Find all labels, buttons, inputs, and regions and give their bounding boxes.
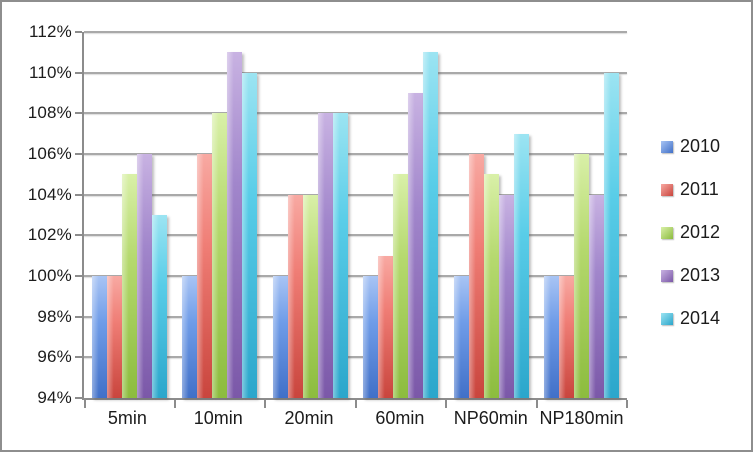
bar-groups	[84, 32, 627, 398]
legend-swatch-2010	[661, 140, 673, 153]
y-axis-tick	[75, 275, 82, 277]
bar-2013-5min	[136, 154, 152, 398]
bar-2010-NP180min	[544, 276, 560, 398]
bar-2011-60min	[378, 255, 394, 398]
bar-2010-10min	[182, 276, 198, 398]
bar-2014-10min	[242, 72, 258, 398]
y-axis-tick	[75, 315, 82, 318]
bar-group-NP60min	[446, 32, 537, 398]
gridline	[84, 31, 627, 33]
legend-label-2012: 2012	[680, 222, 721, 242]
bar-2014-5min	[151, 215, 167, 398]
bar-2012-NP60min	[483, 174, 499, 398]
y-axis-labels: 94% 96% 98% 100% 102% 104% 106% 108% 110% 112%	[2, 22, 72, 407]
bar-group-10min	[175, 32, 266, 398]
y-axis-label: 98%	[37, 306, 72, 326]
y-axis-label: 96%	[37, 347, 72, 367]
x-axis-tick	[173, 400, 176, 408]
bar-2014-NP60min	[513, 133, 529, 398]
gridline	[84, 153, 627, 155]
x-axis-tick	[264, 400, 266, 408]
legend-swatch-2012	[661, 226, 673, 239]
legend-label-2011: 2011	[680, 179, 719, 199]
x-axis-label-NP60min: NP60min	[453, 408, 528, 428]
y-axis-tick	[75, 234, 82, 237]
y-axis-tick	[75, 71, 82, 74]
bar-2010-60min	[363, 276, 379, 398]
bar-2013-20min	[317, 113, 333, 398]
gridline	[84, 275, 627, 277]
bar-2014-60min	[423, 52, 439, 398]
bar-2013-60min	[408, 93, 424, 398]
plot-area	[75, 31, 628, 408]
bar-2012-10min	[212, 113, 228, 398]
legend-label-2013: 2013	[680, 265, 721, 285]
bar-2011-10min	[197, 154, 213, 398]
gridline	[84, 234, 627, 237]
y-axis-tick	[75, 153, 82, 155]
bar-2012-60min	[393, 174, 409, 398]
gridline	[84, 193, 627, 196]
bar-2012-20min	[302, 194, 318, 398]
y-axis-tick	[75, 193, 82, 196]
legend-swatch-2014	[661, 312, 673, 325]
gridline	[84, 315, 627, 318]
bar-group-NP180min	[537, 32, 628, 398]
y-axis-tick	[75, 31, 82, 33]
y-axis-label: 110%	[28, 62, 72, 82]
bar-2011-5min	[106, 276, 122, 398]
bar-2011-20min	[287, 194, 303, 398]
bar-2011-NP60min	[468, 154, 484, 398]
bar-group-20min	[265, 32, 356, 398]
x-axis-label-NP180min: NP180min	[539, 408, 624, 428]
x-axis-tick	[84, 400, 86, 408]
legend-item-2011: 2011	[661, 179, 720, 200]
bar-2010-NP60min	[453, 276, 469, 398]
y-axis-tick	[75, 397, 82, 399]
x-axis-label-60min: 60min	[375, 408, 425, 428]
bar-group-60min	[356, 32, 447, 398]
bar-2014-20min	[332, 113, 348, 398]
x-axis-tick	[626, 400, 628, 408]
bar-2013-NP60min	[498, 194, 514, 398]
gridline	[84, 112, 627, 115]
legend: 2010 2011 2012 2013 2014	[661, 136, 720, 329]
x-axis-label-10min: 10min	[193, 408, 243, 428]
y-axis-label: 100%	[27, 266, 72, 285]
y-axis-label: 94%	[37, 388, 72, 407]
gridline	[84, 356, 627, 359]
legend-item-2014: 2014	[661, 308, 720, 329]
y-axis-tick	[75, 356, 82, 359]
y-axis-label: 112%	[28, 22, 72, 41]
gridline	[84, 71, 627, 74]
y-axis-label: 102%	[27, 225, 72, 245]
bar-2012-NP180min	[574, 154, 590, 398]
x-axis-tick	[535, 400, 538, 408]
x-axis-labels: 5min 10min 20min 60min NP60min NP180min	[82, 408, 627, 429]
bar-2010-20min	[272, 276, 288, 398]
legend-label-2014: 2014	[680, 308, 721, 328]
y-axis-label: 108%	[27, 103, 72, 123]
bar-2013-10min	[227, 52, 243, 398]
legend-label-2010: 2010	[680, 136, 721, 156]
y-axis-label: 106%	[27, 144, 72, 163]
x-axis-tick	[354, 400, 357, 408]
bar-group-5min	[84, 32, 175, 398]
legend-item-2012: 2012	[661, 222, 720, 243]
legend-item-2010: 2010	[661, 136, 720, 157]
bar-2010-5min	[91, 276, 107, 398]
legend-swatch-2013	[661, 269, 673, 282]
y-axis-tick	[75, 112, 82, 115]
bar-2011-NP180min	[559, 276, 575, 398]
bar-2013-NP180min	[589, 194, 605, 398]
x-axis-label-5min: 5min	[107, 408, 147, 428]
legend-item-2013: 2013	[661, 265, 720, 286]
bar-2014-NP180min	[604, 72, 620, 398]
x-axis-label-20min: 20min	[284, 408, 334, 428]
bar-2012-5min	[121, 174, 137, 398]
y-axis-label: 104%	[27, 184, 72, 204]
legend-swatch-2011	[661, 183, 673, 196]
x-axis-tick	[445, 400, 447, 408]
